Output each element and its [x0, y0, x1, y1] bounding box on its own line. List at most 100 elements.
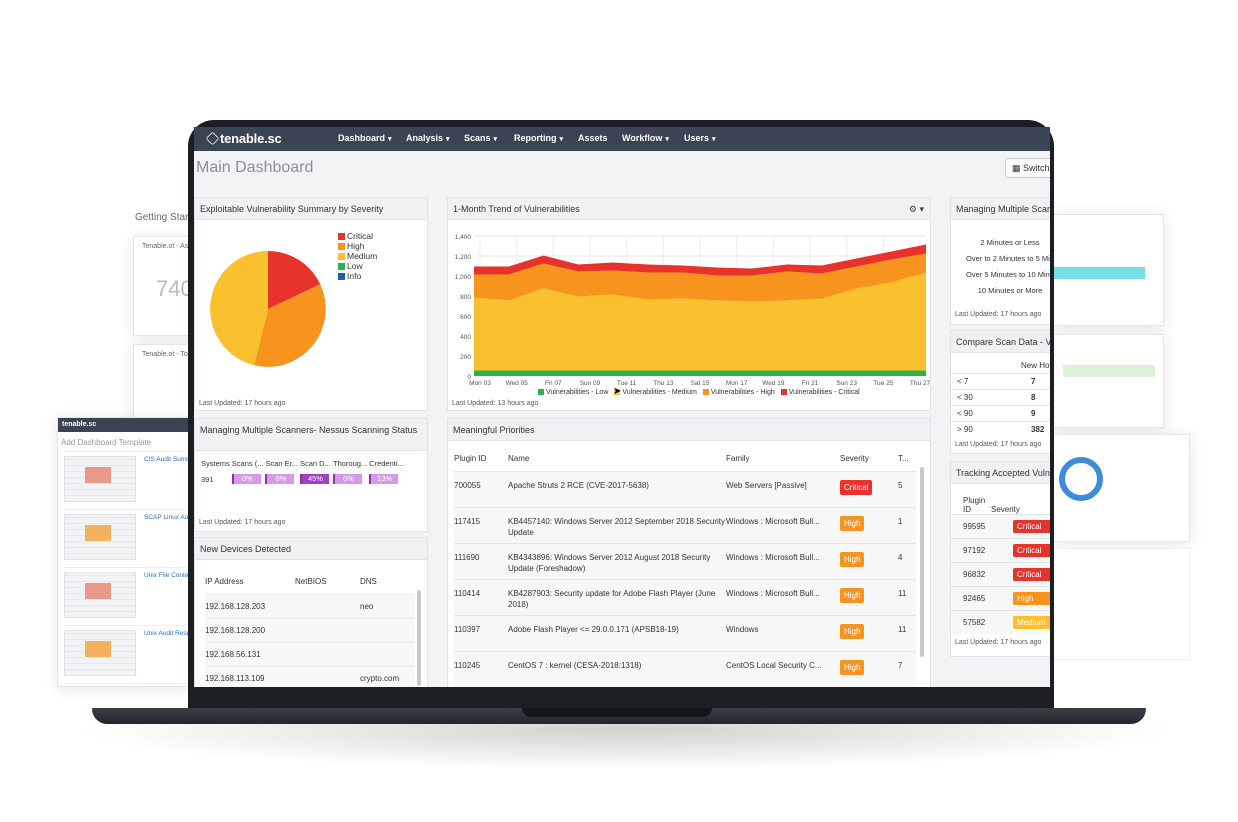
thumbnail-accent	[85, 467, 111, 483]
severity-badge: Critical	[1013, 568, 1050, 581]
thumbnail-accent	[85, 641, 111, 657]
table-row[interactable]: 97192 Critical	[951, 538, 1050, 562]
plugin-id: 99595	[963, 522, 986, 531]
compare-value: 9	[1031, 409, 1036, 418]
nav-dashboard[interactable]: Dashboard ▾	[338, 133, 392, 143]
y-tick-label: 400	[460, 334, 471, 341]
severity-badge: High	[840, 551, 865, 567]
device-col-header: IP Address	[205, 577, 244, 587]
last-updated: Last Updated: 13 hours ago	[452, 400, 539, 407]
bg-template-window: tenable.sc Add Dashboard Template CIS Au…	[57, 417, 191, 687]
table-row[interactable]: 117415 KB4457140: Windows Server 2012 Sep…	[454, 507, 916, 543]
nav-analysis[interactable]: Analysis ▾	[406, 133, 450, 143]
severity-badge: High	[840, 587, 865, 603]
priority-cell: Apache Struts 2 RCE (CVE-2017-5638)	[508, 480, 649, 490]
severity-badge: High	[840, 659, 865, 675]
legend-swatch	[338, 233, 345, 241]
table-row[interactable]: 96832 Critical	[951, 562, 1050, 586]
compare-label: > 90	[957, 425, 973, 434]
template-item[interactable]: CIS Audit Summ	[64, 451, 190, 505]
compare-label: < 30	[957, 393, 973, 402]
scanner-time-row: Over 5 Minutes to 10 Minu	[966, 270, 1050, 279]
table-row[interactable]: 700055 Apache Struts 2 RCE (CVE-2017-5638…	[454, 471, 916, 507]
x-tick-label: Mon 03	[469, 380, 491, 387]
getting-started-label: Getting Start	[135, 212, 192, 223]
table-row[interactable]: 192.168.56.131	[205, 642, 415, 666]
scanners-panel: Managing Multiple Scanners- Nessus Scann…	[194, 418, 428, 532]
panel-title: Meaningful Priorities	[448, 419, 930, 441]
nav-workflow[interactable]: Workflow ▾	[622, 133, 669, 143]
table-row[interactable]: 92465 High	[951, 586, 1050, 610]
table-row[interactable]: 192.168.128.203 neo	[205, 594, 415, 618]
x-tick-label: Fri 21	[802, 380, 819, 387]
gear-icon[interactable]: ⚙ ▾	[908, 204, 924, 214]
last-updated: Last Updated: 17 hours ago	[199, 400, 286, 407]
x-tick-label: Mon 17	[726, 380, 748, 387]
table-row[interactable]: 192.168.128.200	[205, 618, 415, 642]
switch-button[interactable]: ▦ Switch	[1005, 158, 1050, 178]
thumbnail-accent	[85, 525, 111, 541]
nav-assets[interactable]: Assets	[578, 133, 608, 143]
compare-row: < 90 9	[951, 405, 1050, 421]
table-row[interactable]: 110245 CentOS 7 : kernel (CESA-2018:1318)…	[454, 651, 916, 687]
legend-item: Low	[338, 261, 377, 271]
template-thumbnail	[64, 456, 136, 502]
template-item[interactable]: Windows Audit R	[64, 683, 187, 686]
priority-col-header: T...	[898, 454, 909, 464]
chevron-down-icon: ▾	[446, 136, 450, 143]
devices-table: IP Address NetBIOS DNS 192.168.128.203 neo 1…	[205, 570, 415, 687]
nav-label: Dashboard	[338, 133, 386, 143]
nav-scans[interactable]: Scans ▾	[464, 133, 497, 143]
priority-cell: 111690	[454, 552, 480, 562]
legend-item: High	[338, 241, 377, 251]
priority-cell: Windows	[726, 624, 759, 634]
accepted-header: Plugin ID Severity	[963, 496, 1050, 514]
severity-badge: High	[1013, 592, 1050, 605]
table-row[interactable]: 110397 Adobe Flash Player <= 29.0.0.171 (…	[454, 615, 916, 651]
legend-swatch	[338, 263, 345, 271]
compare-row: < 30 8	[951, 389, 1050, 405]
nav-users[interactable]: Users ▾	[684, 133, 716, 143]
table-row[interactable]: 111690 KB4343896: Windows Server 2012 Aug…	[454, 543, 916, 579]
table-row[interactable]: 110414 KB4287903: Security update for Ado…	[454, 579, 916, 615]
pie-legend: Critical High Medium Low Info	[338, 231, 377, 281]
scan-percent-bar: 0%	[265, 474, 295, 484]
device-cell: 192.168.113.109	[205, 673, 265, 683]
scrollbar[interactable]	[417, 590, 421, 686]
template-item[interactable]: SCAP Linux Audit	[64, 509, 190, 563]
table-row[interactable]: 99595 Critical	[951, 514, 1050, 538]
logo[interactable]: tenable.sc	[220, 131, 282, 146]
priority-cell: High	[840, 615, 898, 651]
nav-label: Workflow	[622, 133, 663, 143]
priority-cell: 1	[898, 516, 903, 526]
scan-cell: 45%	[299, 474, 333, 484]
scan-col-header: Scans (...	[231, 459, 264, 468]
bg-mini-navbar: tenable.sc	[58, 418, 190, 432]
scan-col-header: Credenti...	[369, 459, 404, 468]
template-item[interactable]: Unix Audit Resul	[64, 625, 190, 679]
device-cell	[295, 594, 360, 618]
table-row[interactable]: 192.168.113.109 crypto.com	[205, 666, 415, 687]
template-item[interactable]: Unix File Conten	[64, 567, 190, 621]
device-cell: neo	[360, 601, 374, 611]
device-col-header: NetBIOS	[295, 577, 327, 587]
trend-legend-item: Vulnerabilities - High	[702, 389, 775, 396]
x-tick-label: Sun 23	[836, 380, 857, 387]
x-tick-label: Wed 05	[506, 380, 529, 387]
chevron-down-icon: ▾	[559, 136, 564, 143]
scrollbar[interactable]	[920, 467, 924, 657]
priority-cell: 11	[898, 588, 907, 598]
scanner-time-row: Over to 2 Minutes to 5 Min	[966, 254, 1050, 263]
accepted-rows: 99595 Critical 97192 Critical 96832 Critical 9…	[951, 514, 1050, 634]
page-title: Main Dashboard	[196, 159, 314, 176]
trend-chart: 0 200 400 600 800 1,000 1,200 1,400 Mon 03 Wed 05…	[455, 234, 930, 387]
priority-cell: 7	[898, 660, 903, 670]
nav-reporting[interactable]: Reporting ▾	[514, 133, 563, 143]
priority-cell: 5	[898, 480, 903, 490]
legend-label: Info	[347, 271, 362, 281]
table-row[interactable]: 57582 Medium	[951, 610, 1050, 634]
priority-cell: Critical	[840, 471, 898, 507]
pie-slice-medium	[210, 251, 268, 366]
panel-title: Exploitable Vulnerability Summary by Sev…	[195, 198, 427, 220]
